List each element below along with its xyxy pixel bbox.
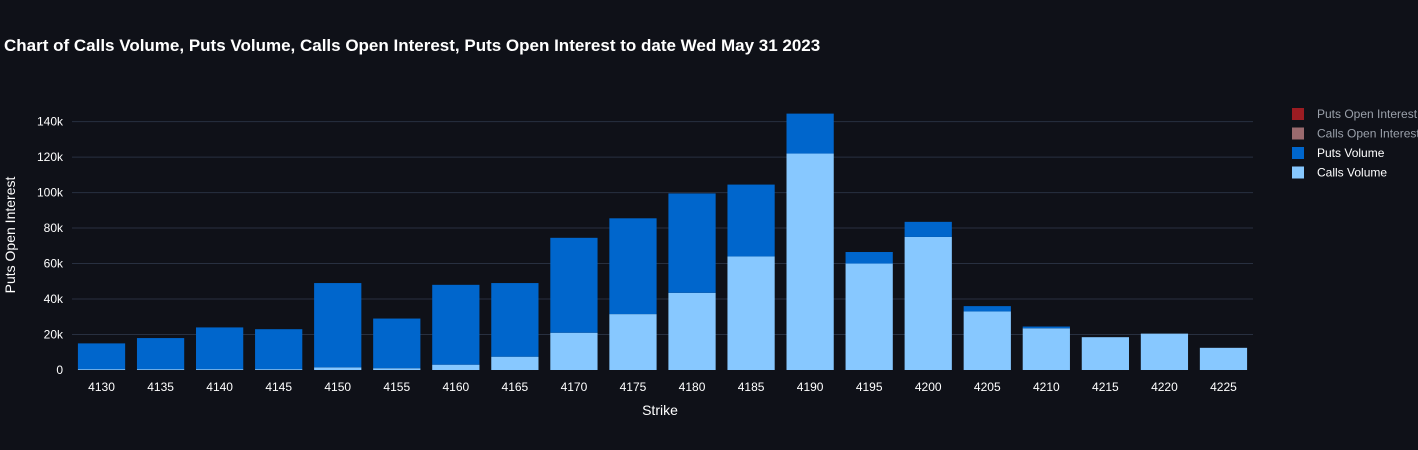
legend-label: Calls Open Interest bbox=[1317, 127, 1418, 141]
bar-puts-volume-4200[interactable] bbox=[905, 222, 952, 237]
bar-puts-volume-4165[interactable] bbox=[491, 283, 538, 357]
x-axis-ticks: 4130 4135 4140 4145 4150 4155 4160 4165 4170 4175… bbox=[88, 380, 1237, 394]
legend-swatch bbox=[1292, 128, 1304, 140]
x-tick-label: 4220 bbox=[1151, 380, 1178, 394]
bar-calls-volume-4220[interactable] bbox=[1141, 334, 1188, 370]
bar-puts-volume-4210[interactable] bbox=[1023, 327, 1070, 329]
legend-swatch bbox=[1292, 147, 1304, 159]
x-tick-label: 4160 bbox=[442, 380, 469, 394]
bar-calls-volume-4195[interactable] bbox=[846, 264, 893, 370]
x-tick-label: 4195 bbox=[856, 380, 883, 394]
legend-item-calls-volume[interactable]: Calls Volume bbox=[1292, 166, 1387, 180]
y-tick-label: 100k bbox=[37, 186, 64, 200]
bar-puts-volume-4145[interactable] bbox=[255, 329, 302, 369]
bar-calls-volume-4175[interactable] bbox=[609, 314, 656, 370]
bar-calls-volume-4205[interactable] bbox=[964, 311, 1011, 370]
bar-calls-volume-4170[interactable] bbox=[550, 333, 597, 370]
x-axis-title: Strike bbox=[642, 402, 678, 418]
bar-calls-volume-4165[interactable] bbox=[491, 357, 538, 370]
bar-puts-volume-4135[interactable] bbox=[137, 338, 184, 369]
bar-calls-volume-4185[interactable] bbox=[727, 256, 774, 370]
x-tick-label: 4155 bbox=[383, 380, 410, 394]
x-tick-label: 4170 bbox=[561, 380, 588, 394]
bar-puts-volume-4160[interactable] bbox=[432, 285, 479, 365]
x-tick-label: 4180 bbox=[679, 380, 706, 394]
x-tick-label: 4215 bbox=[1092, 380, 1119, 394]
y-tick-label: 20k bbox=[44, 328, 64, 342]
bar-puts-volume-4190[interactable] bbox=[787, 114, 834, 154]
y-tick-label: 80k bbox=[44, 221, 64, 235]
x-tick-label: 4165 bbox=[502, 380, 529, 394]
bar-puts-volume-4150[interactable] bbox=[314, 283, 361, 367]
bar-puts-volume-4180[interactable] bbox=[668, 193, 715, 292]
bar-puts-volume-4170[interactable] bbox=[550, 238, 597, 333]
bar-calls-volume-4190[interactable] bbox=[787, 154, 834, 370]
bar-calls-volume-4130[interactable] bbox=[78, 369, 125, 370]
gridlines bbox=[72, 122, 1253, 335]
bar-puts-volume-4195[interactable] bbox=[846, 252, 893, 264]
y-tick-label: 40k bbox=[44, 292, 64, 306]
y-tick-label: 60k bbox=[44, 257, 64, 271]
x-tick-label: 4140 bbox=[206, 380, 233, 394]
bar-calls-volume-4210[interactable] bbox=[1023, 328, 1070, 370]
x-tick-label: 4205 bbox=[974, 380, 1001, 394]
bars[interactable] bbox=[78, 114, 1247, 370]
legend[interactable]: Puts Open Interest Calls Open Interest Put… bbox=[1292, 107, 1418, 180]
bar-calls-volume-4150[interactable] bbox=[314, 367, 361, 370]
y-axis-title: Puts Open Interest bbox=[2, 177, 18, 294]
bar-puts-volume-4140[interactable] bbox=[196, 327, 243, 369]
x-tick-label: 4150 bbox=[324, 380, 351, 394]
bar-puts-volume-4205[interactable] bbox=[964, 306, 1011, 311]
bar-calls-volume-4145[interactable] bbox=[255, 369, 302, 370]
legend-item-puts-volume[interactable]: Puts Volume bbox=[1292, 146, 1385, 160]
x-tick-label: 4135 bbox=[147, 380, 174, 394]
x-tick-label: 4190 bbox=[797, 380, 824, 394]
x-tick-label: 4225 bbox=[1210, 380, 1237, 394]
bar-calls-volume-4155[interactable] bbox=[373, 368, 420, 370]
x-tick-label: 4175 bbox=[620, 380, 647, 394]
legend-label: Puts Open Interest bbox=[1317, 107, 1418, 121]
bar-puts-volume-4155[interactable] bbox=[373, 319, 420, 369]
y-tick-label: 140k bbox=[37, 115, 64, 129]
bar-puts-volume-4185[interactable] bbox=[727, 185, 774, 257]
y-axis-ticks: 0 20k 40k 60k 80k 100k 120k 140k bbox=[37, 115, 64, 377]
legend-swatch bbox=[1292, 167, 1304, 179]
legend-label: Puts Volume bbox=[1317, 146, 1385, 160]
legend-item-calls-open-interest[interactable]: Calls Open Interest bbox=[1292, 127, 1418, 141]
x-tick-label: 4185 bbox=[738, 380, 765, 394]
bar-puts-volume-4130[interactable] bbox=[78, 343, 125, 369]
bar-calls-volume-4180[interactable] bbox=[668, 293, 715, 370]
x-tick-label: 4130 bbox=[88, 380, 115, 394]
x-tick-label: 4200 bbox=[915, 380, 942, 394]
legend-item-puts-open-interest[interactable]: Puts Open Interest bbox=[1292, 107, 1418, 121]
legend-swatch bbox=[1292, 108, 1304, 120]
y-tick-label: 120k bbox=[37, 150, 64, 164]
bar-puts-volume-4175[interactable] bbox=[609, 218, 656, 314]
bar-calls-volume-4160[interactable] bbox=[432, 365, 479, 370]
y-tick-label: 0 bbox=[56, 363, 63, 377]
bar-calls-volume-4225[interactable] bbox=[1200, 348, 1247, 370]
legend-label: Calls Volume bbox=[1317, 166, 1387, 180]
x-tick-label: 4210 bbox=[1033, 380, 1060, 394]
bar-calls-volume-4200[interactable] bbox=[905, 237, 952, 370]
chart-title: Chart of Calls Volume, Puts Volume, Call… bbox=[4, 36, 820, 55]
bar-calls-volume-4135[interactable] bbox=[137, 369, 184, 370]
x-tick-label: 4145 bbox=[265, 380, 292, 394]
bar-calls-volume-4215[interactable] bbox=[1082, 337, 1129, 370]
bar-calls-volume-4140[interactable] bbox=[196, 369, 243, 370]
